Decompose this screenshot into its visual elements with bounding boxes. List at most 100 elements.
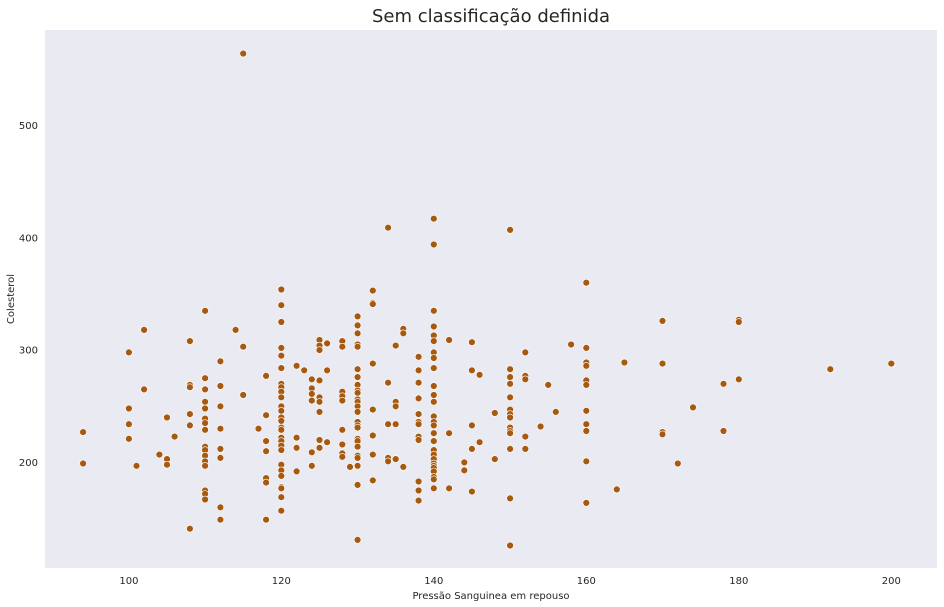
y-axis-label: Colesterol [6,274,17,324]
data-point [125,348,133,357]
data-point [460,466,468,474]
data-point [315,444,324,452]
data-point [315,398,324,406]
data-point [201,404,209,413]
data-point [552,408,560,416]
data-point [186,410,194,418]
data-point [414,496,423,505]
data-point [239,391,247,399]
data-point [353,373,362,381]
data-point [689,403,697,412]
data-point [216,425,225,433]
data-point [292,444,301,452]
data-point [430,240,438,249]
data-point [445,429,453,437]
data-point [216,445,225,453]
data-point [353,365,362,373]
data-point [353,389,362,397]
data-point [338,453,346,461]
data-point [430,484,438,492]
data-point [430,307,438,315]
data-point [369,450,377,459]
data-point [430,437,438,445]
data-point [262,515,270,524]
data-point [216,515,225,524]
data-point [338,426,346,434]
data-point [582,457,590,465]
data-point [430,215,438,223]
data-point [384,420,392,428]
data-point [384,379,392,387]
data-point [79,428,87,436]
data-point [277,493,285,501]
data-point [277,507,285,515]
data-point [277,407,285,415]
data-point [132,462,141,470]
data-point [308,396,316,405]
data-point [506,373,514,381]
data-point [521,432,529,441]
y-tick-label: 500 [19,121,38,132]
data-point [262,447,270,455]
data-point [315,376,324,385]
data-point [353,343,362,351]
data-point [216,402,225,410]
y-ticks: 200 300 400 500 [19,121,38,469]
data-point [353,443,362,451]
data-point [277,417,285,425]
data-point [445,336,453,344]
data-point [826,365,834,373]
data-point [475,438,484,446]
data-point [658,430,667,438]
data-point [521,348,529,357]
data-point [140,385,148,394]
data-point [262,372,270,380]
data-point [277,393,285,401]
data-point [353,329,362,337]
data-point [414,486,423,495]
data-point [475,371,484,379]
data-point [521,445,529,453]
data-point [414,379,423,387]
data-point [719,380,728,388]
data-point [468,445,476,453]
data-point [125,435,133,443]
data-point [292,467,301,476]
data-point [308,375,316,383]
data-point [506,494,514,503]
data-point [735,375,743,383]
data-point [277,352,285,360]
y-tick-label: 300 [19,346,38,357]
data-point [506,365,514,373]
data-point [521,375,529,383]
data-point [262,478,270,487]
data-point [308,448,316,456]
data-point [414,420,423,428]
data-point [353,454,362,462]
data-point [186,337,194,345]
data-point [582,420,590,428]
data-point [292,434,301,442]
data-point [430,382,438,390]
data-point [353,536,362,544]
data-point [163,461,171,469]
data-point [277,285,285,294]
data-point [430,421,438,430]
data-point [430,391,438,399]
data-point [369,300,377,308]
data-point [658,317,667,325]
data-point [399,329,407,337]
data-point [353,423,362,432]
data-point [620,358,629,367]
data-point [201,462,209,470]
data-point [392,341,400,350]
data-point [201,495,209,504]
data-point [254,425,263,433]
data-point [536,422,545,431]
data-point [201,419,209,427]
points-layer [79,49,895,550]
y-tick-label: 400 [19,233,38,244]
data-point [430,429,438,437]
x-tick-label: 180 [729,576,748,587]
data-point [468,338,476,346]
